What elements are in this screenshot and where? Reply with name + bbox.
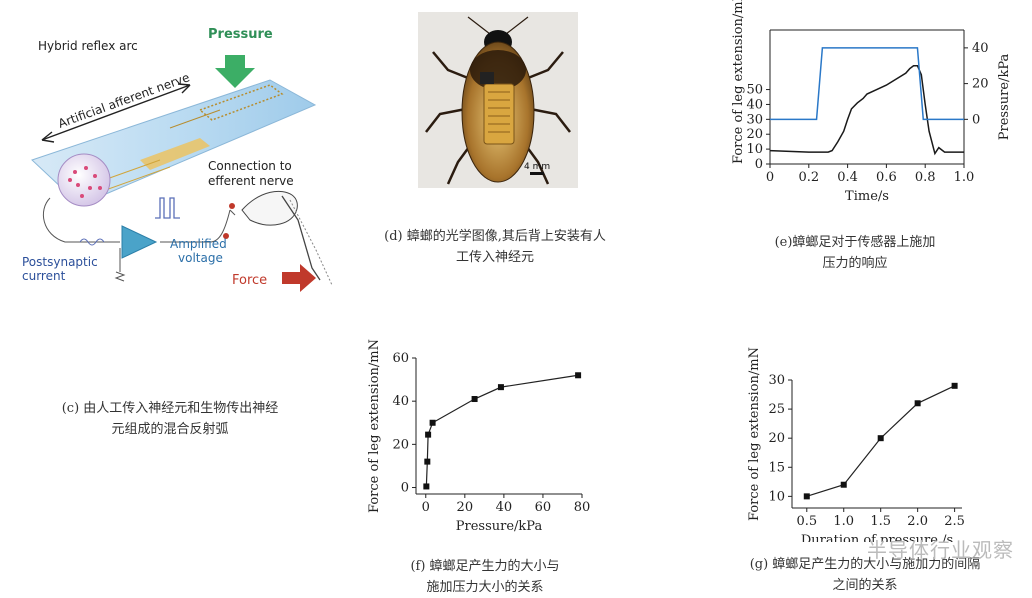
x-tick-label: 60	[535, 500, 552, 515]
x-tick-label: 0.5	[796, 514, 817, 529]
x-tick-label: 1.0	[833, 514, 854, 529]
force-label: Force	[232, 273, 267, 288]
y-tick-label: 20	[746, 127, 763, 142]
y-tick-label: 20	[768, 431, 785, 446]
x-tick-label: 2.0	[907, 514, 928, 529]
x-tick-label: 80	[574, 500, 591, 515]
caption-e: (e)蟑螂足对于传感器上施加 压力的响应	[774, 235, 936, 271]
y2-tick-label: 20	[972, 77, 989, 92]
y-tick-label: 50	[746, 83, 763, 98]
y-tick-label: 15	[768, 460, 785, 475]
synaptic-transistor-sphere	[57, 153, 111, 207]
pressure-series-line	[770, 47, 964, 121]
series-line	[425, 374, 579, 487]
connection-label: Connection to efferent nerve	[208, 159, 294, 188]
x-tick-label: 2.5	[944, 514, 965, 529]
data-point	[423, 483, 430, 490]
y-axis-label: Force of leg extension/mN	[747, 347, 762, 521]
y-tick-label: 0	[755, 157, 763, 172]
pressure-label: Pressure	[208, 27, 273, 42]
data-point	[914, 400, 921, 407]
x-axis-label: Duration of pressure /s	[801, 533, 953, 542]
y-tick-label: 40	[746, 97, 763, 112]
x-tick-label: 20	[457, 500, 474, 515]
caption-f: (f) 蟑螂足产生力的大小与 施加压力大小的关系	[410, 559, 560, 595]
y-tick-label: 40	[392, 394, 409, 409]
postsynaptic-current-label: Postsynaptic current	[22, 255, 102, 283]
caption-g: (g) 蟑螂足产生力的大小与施加力的间隔 之间的关系	[749, 557, 981, 593]
data-point	[951, 382, 958, 389]
data-point	[424, 458, 431, 465]
data-point	[425, 431, 432, 438]
y-tick-label: 25	[768, 402, 785, 417]
pulse-signal	[155, 197, 180, 219]
data-point	[497, 384, 504, 391]
watermark: 半导体行业观察	[867, 538, 1014, 562]
x-tick-label: 40	[496, 500, 513, 515]
caption-d: (d) 蟑螂的光学图像,其后背上安装有人 工传入神经元	[384, 229, 606, 265]
x-tick-label: 0.6	[876, 170, 897, 185]
x-tick-label: 1.5	[870, 514, 891, 529]
x-tick-label: 0.8	[915, 170, 936, 185]
y-tick-label: 10	[746, 142, 763, 157]
data-point	[575, 372, 582, 379]
force-series-line	[769, 64, 964, 156]
pressure-arrow	[215, 55, 255, 88]
x-tick-label: 1.0	[954, 170, 975, 185]
y-tick-label: 30	[768, 373, 785, 388]
x-tick-label: 0	[422, 500, 430, 515]
y-tick-label: 20	[392, 437, 409, 452]
y2-tick-label: 0	[972, 112, 980, 127]
x-axis-label: Time/s	[845, 189, 889, 204]
amplified-voltage-label: Amplified voltage	[170, 237, 231, 265]
y-tick-label: 30	[746, 112, 763, 127]
data-point	[471, 396, 478, 403]
mounted-device	[483, 83, 515, 145]
electrode-pattern	[140, 138, 210, 170]
y-tick-label: 60	[392, 351, 409, 366]
x-tick-label: 0.2	[798, 170, 819, 185]
reflex-arc-title: Hybrid reflex arc	[38, 39, 138, 53]
force-arrow	[282, 264, 316, 292]
scale-bar-label: 4 mm	[524, 162, 550, 172]
x-axis-label: Pressure/kPa	[456, 519, 543, 534]
y-tick-label: 0	[401, 481, 409, 496]
data-point	[429, 419, 436, 426]
y-tick-label: 10	[768, 489, 785, 504]
cockroach-photo: 4 mm	[418, 12, 578, 188]
y2-tick-label: 40	[972, 41, 989, 56]
hybrid-reflex-arc-illustration: Pressure Hybrid reflex arc Artificial af…	[22, 27, 333, 292]
data-point	[840, 481, 847, 488]
y2-axis-label: Pressure/kPa	[997, 54, 1012, 141]
chart-g-force-vs-duration: 0.5 1.0 1.5 2.0 2.5 10 15 20 25 30 Duration of pre…	[747, 347, 965, 542]
x-tick-label: 0	[766, 170, 774, 185]
amplifier-triangle	[121, 225, 158, 259]
caption-c: (c) 由人工传入神经元和生物传出神经 元组成的混合反射弧	[61, 401, 279, 437]
x-tick-label: 0.4	[837, 170, 858, 185]
cockroach-leg	[241, 190, 298, 226]
y-axis-label: Force of leg extension/mN	[367, 339, 382, 513]
data-point	[803, 493, 810, 500]
chart-f-force-vs-pressure: 0 20 40 60 80 0 20 40 60 Pressure/kPa Force of leg…	[367, 339, 591, 534]
y-axis-label: Force of leg extension/mN	[731, 0, 746, 164]
data-point	[877, 435, 884, 442]
